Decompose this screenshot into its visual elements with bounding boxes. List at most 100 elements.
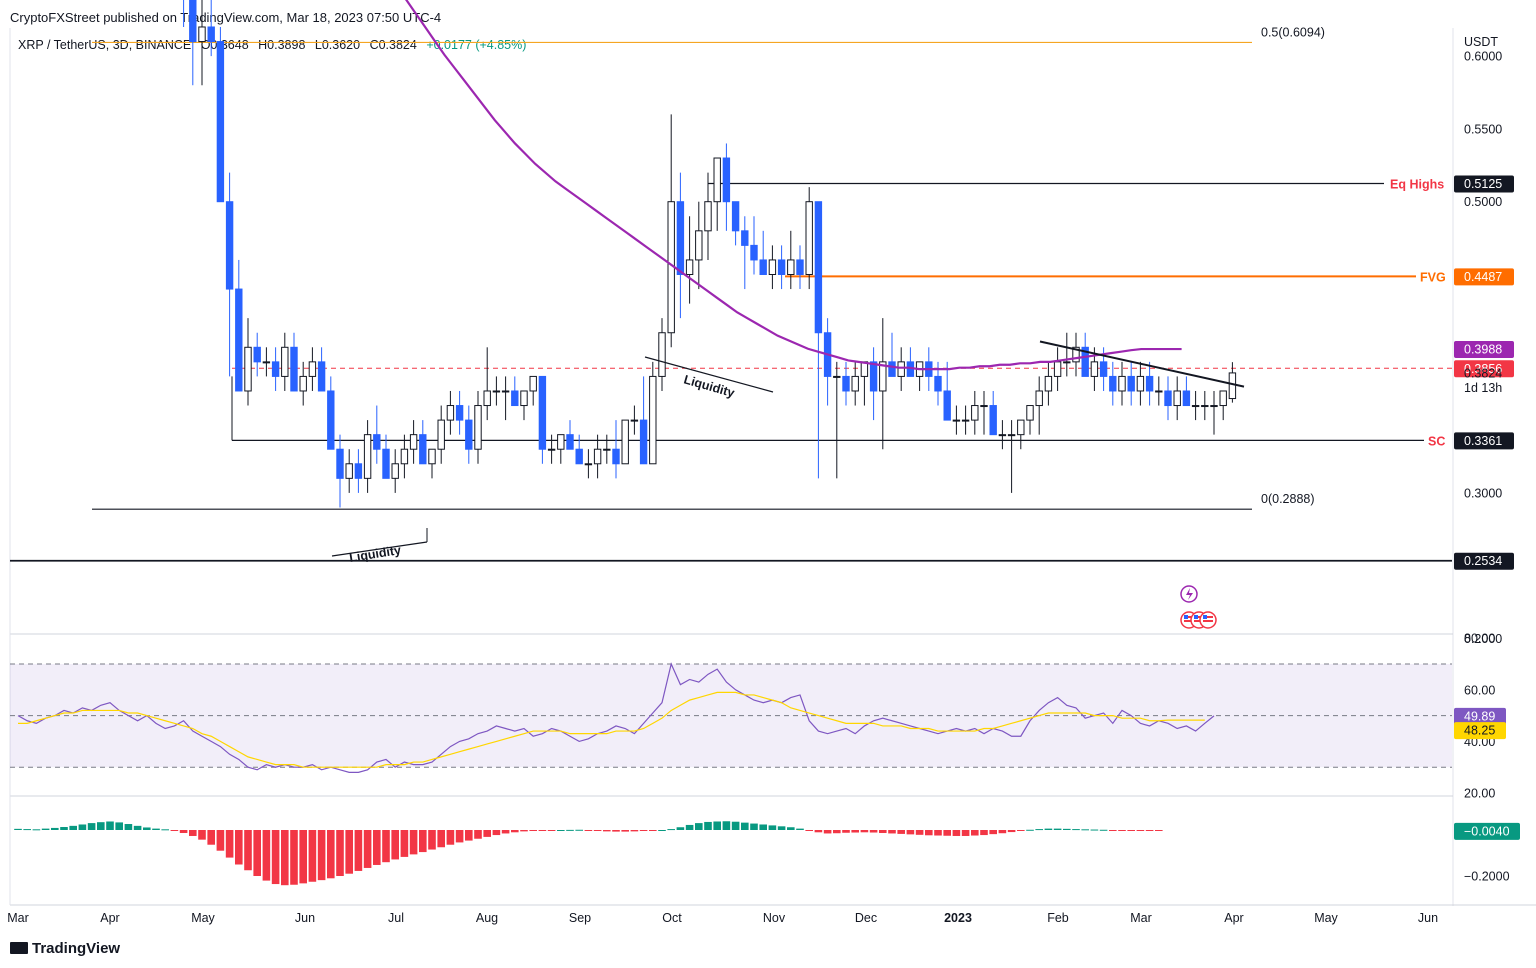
candle-body [805, 201, 813, 275]
flag-stripe-icon [1184, 616, 1194, 618]
rsi-ma-line [18, 691, 1205, 768]
macd-histogram-bar [593, 830, 602, 831]
macd-tick-label: −0.2000 [1464, 870, 1510, 884]
macd-histogram-bar [667, 829, 675, 831]
rsi-value-label: 49.89 [1464, 709, 1495, 723]
candle-body [630, 419, 639, 422]
candle-body [455, 405, 464, 421]
macd-histogram-bar [538, 830, 547, 831]
candle-body [336, 448, 344, 479]
time-tick-label: Mar [7, 911, 29, 925]
tradingview-logo[interactable]: TradingView [10, 940, 120, 957]
macd-histogram-bar [833, 830, 841, 834]
candle-body [281, 346, 289, 377]
tradingview-brand: TradingView [32, 940, 121, 957]
candle-body [934, 375, 942, 392]
macd-histogram-bar [308, 830, 317, 882]
candle-body [363, 434, 372, 479]
candle-body [1210, 405, 1218, 408]
macd-histogram-bar [60, 827, 68, 830]
support-tag-box [1454, 552, 1514, 570]
macd-histogram-bar [1035, 829, 1043, 831]
macd-histogram-bar [428, 830, 436, 850]
rsi-value-box [1454, 707, 1506, 725]
macd-histogram-bar [1044, 828, 1053, 830]
time-tick-label: May [191, 911, 215, 925]
candle-body [492, 390, 501, 393]
candle-body [842, 375, 850, 392]
macd-histogram-bar [575, 829, 583, 831]
macd-histogram-bar [1081, 829, 1089, 831]
candle-body [501, 390, 510, 393]
candle-body [1053, 361, 1062, 377]
candle-body [722, 157, 731, 203]
candle-body [1136, 375, 1145, 392]
candle-body [704, 201, 712, 232]
macd-histogram-bar [961, 830, 970, 836]
symbol-name[interactable]: XRP / TetherUS, 3D, BINANCE [18, 38, 192, 52]
candle-body [437, 419, 445, 450]
candle-body [400, 448, 409, 465]
lightning-glyph-icon [1186, 588, 1193, 600]
moving-average-line [405, 0, 1182, 371]
time-tick-label: Aug [476, 911, 498, 925]
liquidity-bottom-label: Liquidity [348, 543, 402, 565]
candle-body [1191, 405, 1200, 408]
candle-body [1007, 434, 1016, 437]
macd-histogram-bar [566, 829, 574, 831]
candle-body [244, 346, 252, 392]
candle-body [1081, 346, 1089, 377]
macd-histogram-bar [143, 827, 151, 830]
candle-body [308, 361, 317, 377]
time-tick-label: Nov [763, 911, 786, 925]
last-price-label: 0.3824 [1464, 366, 1502, 380]
candle-body [1228, 372, 1237, 400]
macd-histogram-bar [345, 830, 353, 874]
macd-histogram-bar [520, 830, 528, 832]
symbol-legend[interactable]: XRP / TetherUS, 3D, BINANCE O0.3648 H0.3… [18, 38, 532, 52]
macd-histogram-bar [1007, 830, 1016, 833]
candle-body [584, 463, 593, 466]
candle-body [952, 419, 961, 422]
candle-body [777, 259, 786, 276]
macd-value-box [1454, 822, 1520, 840]
candle-body [419, 434, 427, 465]
flag-stripe-icon [1203, 620, 1213, 622]
macd-histogram-bar [612, 830, 620, 832]
eq-highs-tag: 0.5125 [1464, 177, 1502, 191]
candle-body [207, 26, 215, 43]
macd-histogram-bar [1136, 830, 1145, 831]
macd-histogram-bar [41, 828, 50, 830]
candle-body [198, 26, 206, 43]
macd-histogram-bar [796, 828, 804, 830]
candle-body [731, 201, 740, 232]
macd-histogram-bar [1090, 829, 1099, 831]
flag-stripe-icon [1203, 616, 1213, 618]
descending-trendline [1039, 340, 1245, 388]
macd-histogram-bar [189, 830, 197, 836]
candle-body [1072, 346, 1080, 363]
time-tick-label: Apr [1224, 911, 1243, 925]
candle-body [1201, 405, 1209, 408]
macd-histogram-bar [741, 822, 749, 830]
rsi-tick-label: 60.00 [1464, 683, 1495, 697]
macd-histogram-bar [483, 830, 491, 837]
macd-histogram-bar [179, 830, 188, 833]
liquidity-top-label: Liquidity [682, 372, 736, 400]
macd-histogram-bar [373, 830, 381, 865]
candle-body [317, 361, 326, 392]
macd-histogram-bar [630, 830, 639, 832]
rsi-tick-label: 20.00 [1464, 787, 1495, 801]
liquidity-top-line [644, 356, 774, 393]
macd-histogram-bar [281, 830, 289, 886]
candle-body [566, 434, 574, 450]
fvg-tag-box [1454, 268, 1514, 286]
macd-histogram-bar [934, 830, 942, 836]
candle-body [354, 463, 363, 479]
price-tick-label: 0.6000 [1464, 50, 1502, 64]
macd-histogram-bar [124, 824, 133, 830]
candle-body [1118, 375, 1126, 392]
macd-histogram-bar [69, 825, 77, 830]
macd-histogram-bar [511, 830, 519, 833]
